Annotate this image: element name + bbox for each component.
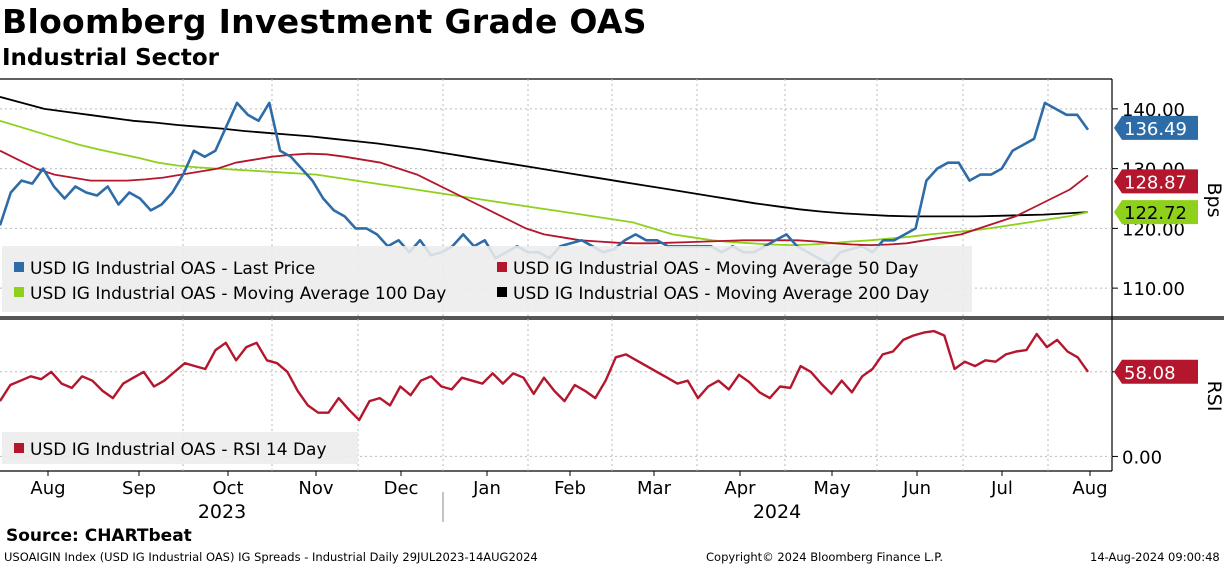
y-axis-label-rsi: RSI [1203, 381, 1224, 412]
x-tick-label: Apr [724, 478, 756, 499]
index-description: USOAIGIN Index (USD IG Industrial OAS) I… [4, 550, 538, 564]
y-axis-label-bps: Bps [1203, 183, 1224, 218]
legend-swatch-last-price [14, 262, 24, 272]
legend-swatch-ma200 [497, 287, 507, 297]
year-label-2023: 2023 [198, 501, 246, 523]
x-tick-label: Aug [1072, 478, 1107, 499]
badge-rsi: 58.08 [1124, 363, 1176, 384]
badge-last-price-bg [1114, 115, 1198, 140]
upper-legend-box [2, 246, 972, 312]
year-label-2024: 2024 [753, 501, 801, 523]
legend-label-ma200: USD IG Industrial OAS - Moving Average 2… [513, 284, 929, 304]
legend-swatch-ma100 [14, 287, 24, 297]
x-tick-label: May [813, 478, 851, 499]
x-tick-label: Nov [298, 478, 333, 499]
series-ma100-line [0, 119, 1089, 247]
x-tick-label: Aug [30, 478, 65, 499]
chart-title: Bloomberg Investment Grade OAS [2, 2, 647, 41]
legend-label-ma50: USD IG Industrial OAS - Moving Average 5… [513, 259, 919, 279]
badge-ma50-bg [1114, 169, 1198, 194]
x-tick-label: Dec [384, 478, 419, 499]
last-value-badges: 136.49 128.87 122.72 58.08 [1114, 115, 1198, 384]
badge-rsi-bg [1114, 359, 1198, 384]
series-ma200-line [0, 96, 1089, 218]
series-rsi-line [0, 329, 1089, 422]
legend-swatch-ma50 [497, 262, 507, 272]
legend-label-rsi: USD IG Industrial OAS - RSI 14 Day [30, 440, 327, 460]
source-note: Source: CHARTbeat [6, 526, 192, 546]
y-tick-label: 140.00 [1122, 100, 1185, 121]
x-tick-label: Sep [122, 478, 156, 499]
x-tick-label: Jun [902, 478, 931, 499]
y-tick-label: 120.00 [1122, 219, 1185, 240]
legend-label-ma100: USD IG Industrial OAS - Moving Average 1… [30, 284, 446, 304]
legend-swatch-rsi [14, 443, 24, 453]
rsi-legend-box [2, 432, 358, 464]
y-tick-label: 110.00 [1122, 279, 1185, 300]
x-tick-label: Mar [637, 478, 672, 499]
badge-ma100: 122.72 [1124, 203, 1187, 224]
x-tick-label: Feb [554, 478, 586, 499]
badge-ma50: 128.87 [1124, 172, 1187, 193]
chart-subtitle: Industrial Sector [2, 45, 220, 71]
badge-last-price: 136.49 [1124, 119, 1187, 140]
x-axis-ticks: Aug Sep Oct Nov Dec Jan Feb Mar Apr May Jun Jul Aug [30, 471, 1108, 499]
x-tick-label: Oct [212, 478, 243, 499]
legend-label-last-price: USD IG Industrial OAS - Last Price [30, 259, 315, 279]
timestamp: 14-Aug-2024 09:00:48 [1090, 550, 1220, 564]
x-tick-label: Jan [472, 478, 501, 499]
badge-ma100-bg [1114, 200, 1198, 225]
x-tick-label: Jul [990, 478, 1013, 499]
copyright-note: Copyright© 2024 Bloomberg Finance L.P. [706, 550, 943, 564]
y-tick-label: 0.00 [1122, 447, 1162, 468]
series-ma50-line [0, 149, 1089, 247]
